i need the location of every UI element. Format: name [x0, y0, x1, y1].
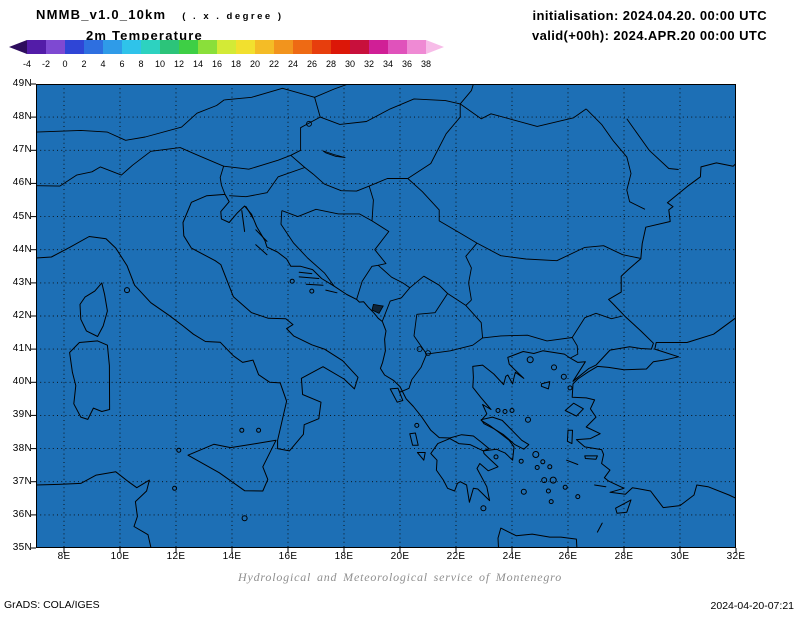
country-borders	[36, 84, 679, 393]
colorbar-segment	[312, 40, 331, 54]
colorbar-tick-label: 26	[307, 59, 317, 69]
y-axis-label: 39N	[12, 409, 32, 421]
grads-credit: GrADS: COLA/IGES	[4, 599, 100, 611]
colorbar-segment	[160, 40, 179, 54]
colorbar-tick-label: 2	[81, 59, 86, 69]
graticule	[36, 84, 736, 548]
model-title-line: NMMB_v1.0_10km ( . x . degree )	[36, 6, 284, 24]
colorbar-segment	[27, 40, 46, 54]
colorbar-segment	[369, 40, 388, 54]
colorbar-tick-label: 14	[193, 59, 203, 69]
coastlines	[36, 162, 736, 548]
y-axis-label: 42N	[12, 310, 32, 321]
y-axis-label: 40N	[12, 376, 32, 388]
y-axis-label: 35N	[12, 542, 32, 553]
colorbar-tick-label: 18	[231, 59, 241, 69]
x-axis-label: 12E	[166, 551, 186, 562]
colorbar-tick-label: 24	[288, 59, 298, 69]
y-axis-label: 38N	[12, 442, 32, 454]
y-axis-label: 45N	[12, 210, 32, 222]
initialisation-time: initialisation: 2024.04.20. 00:00 UTC	[532, 8, 767, 23]
colorbar-segment	[65, 40, 84, 54]
x-axis-label: 16E	[278, 551, 298, 562]
colorbar-tick-label: -2	[42, 59, 50, 69]
y-axis-label: 37N	[12, 475, 32, 487]
colorbar-tick-label: 22	[269, 59, 279, 69]
map-frame	[36, 84, 736, 548]
x-axis-label: 26E	[558, 551, 578, 562]
colorbar-segment	[388, 40, 407, 54]
axis-ticks	[31, 83, 737, 553]
colorbar-segment	[217, 40, 236, 54]
x-axis-label: 32E	[726, 551, 746, 562]
colorbar-tick-label: 30	[345, 59, 355, 69]
map-area	[31, 83, 737, 553]
run-info: initialisation: 2024.04.20. 00:00 UTC va…	[532, 6, 767, 46]
y-axis-label: 36N	[12, 508, 32, 520]
colorbar-tick-label: 12	[174, 59, 184, 69]
model-grid-note: ( . x . degree )	[182, 11, 284, 22]
colorbar-tick-label: 36	[402, 59, 412, 69]
colorbar-tick-label: 4	[100, 59, 105, 69]
sea-background	[36, 84, 736, 548]
colorbar-tick-label: 6	[119, 59, 124, 69]
colorbar-tick-label: 20	[250, 59, 260, 69]
colorbar-tick-label: 34	[383, 59, 393, 69]
x-axis-label: 14E	[222, 551, 242, 562]
lakes	[306, 120, 431, 357]
colorbar-segment	[46, 40, 65, 54]
colorbar-segment	[198, 40, 217, 54]
colorbar-tick-label: 38	[421, 59, 431, 69]
colorbar-right-arrow	[426, 40, 444, 54]
y-axis-label: 44N	[12, 243, 32, 255]
watermark: Hydrological and Meteorological service …	[238, 570, 562, 584]
colorbar-canvas: -4 -2 0 2 4 6 8 10 12 14 16 18 20 22 24 26 28 30 32 34 36 38	[9, 40, 444, 69]
x-axis-label: 20E	[390, 551, 410, 562]
colorbar-segment	[103, 40, 122, 54]
x-axis-label: 28E	[614, 551, 634, 562]
colorbar-left-arrow	[9, 40, 27, 54]
colorbar-segment	[179, 40, 198, 54]
colorbar-segment	[407, 40, 426, 54]
colorbar-segment	[274, 40, 293, 54]
colorbar-tick-label: 32	[364, 59, 374, 69]
colorbar-segment	[350, 40, 369, 54]
colorbar-segment	[331, 40, 350, 54]
colorbar-segment	[293, 40, 312, 54]
colorbar-segment	[236, 40, 255, 54]
y-axis-label: 48N	[12, 111, 32, 123]
colorbar-segment	[255, 40, 274, 54]
y-axis-label: 46N	[12, 177, 32, 189]
colorbar-tick-label: 16	[212, 59, 222, 69]
x-axis-label: 8E	[57, 551, 71, 562]
colorbar-segment	[141, 40, 160, 54]
y-axis-label: 49N	[12, 78, 32, 89]
colorbar-segment	[122, 40, 141, 54]
x-axis-label: 18E	[334, 551, 354, 562]
colorbar-tick-label: -4	[23, 59, 31, 69]
model-name: NMMB_v1.0_10km	[36, 7, 167, 22]
map-canvas	[31, 83, 737, 553]
x-axis-label: 24E	[502, 551, 522, 562]
small-islands	[124, 278, 581, 522]
colorbar-segment	[84, 40, 103, 54]
colorbar-tick-label: 0	[62, 59, 67, 69]
valid-time: valid(+00h): 2024.APR.20 00:00 UTC	[531, 28, 767, 43]
field-title: 2m Temperature	[86, 28, 203, 43]
colorbar-tick-label: 8	[138, 59, 143, 69]
y-axis-label: 41N	[12, 343, 32, 355]
colorbar-tick-label: 10	[155, 59, 165, 69]
x-axis-label: 22E	[446, 551, 466, 562]
creation-timestamp: 2024-04-20-07:21	[710, 600, 794, 612]
colorbar-tick-label: 28	[326, 59, 336, 69]
x-axis-label: 10E	[110, 551, 130, 562]
y-axis-label: 43N	[12, 276, 32, 288]
x-axis-label: 30E	[670, 551, 690, 562]
y-axis-label: 47N	[12, 144, 32, 156]
